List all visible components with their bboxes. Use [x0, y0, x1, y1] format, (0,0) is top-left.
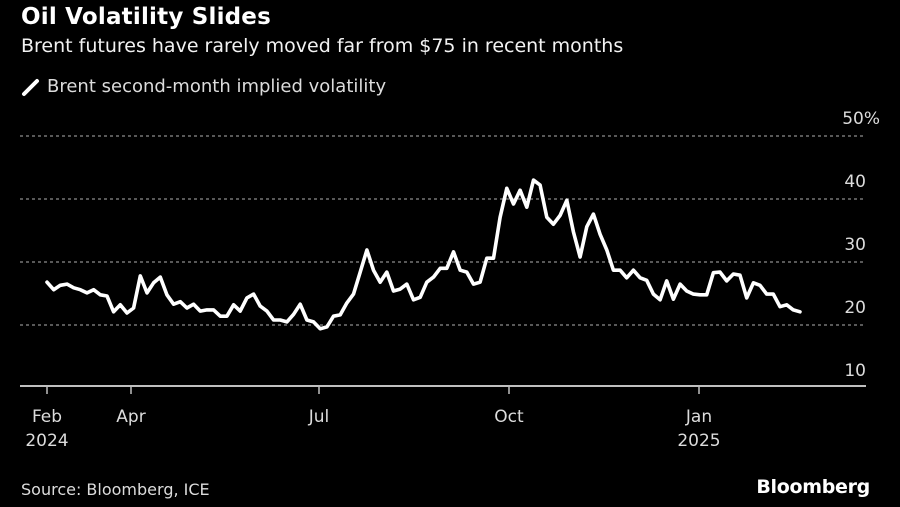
- chart-subtitle: Brent futures have rarely moved far from…: [21, 35, 624, 57]
- source-note: Source: Bloomberg, ICE: [21, 480, 210, 499]
- x-tick-label-jan: Jan: [685, 407, 712, 427]
- x-tick-label-oct: Oct: [494, 407, 524, 427]
- chart-title: Oil Volatility Slides: [21, 4, 272, 30]
- bloomberg-logo: Bloomberg: [756, 476, 870, 498]
- x-tick-sublabel-2025: 2025: [677, 431, 720, 451]
- x-tick-sublabel-2024: 2024: [25, 431, 68, 451]
- y-tick-label-30: 30: [844, 235, 866, 255]
- y-tick-label-20: 20: [844, 298, 866, 318]
- y-axis-labels: 10 20 30 40 50%: [842, 109, 880, 381]
- y-tick-label-50: 50%: [842, 109, 880, 129]
- x-tick-label-jul: Jul: [308, 407, 330, 427]
- gridlines: [20, 135, 866, 326]
- x-axis-ticks: Feb 2024 Apr Jul Oct Jan 2025: [25, 386, 721, 451]
- legend-label: Brent second-month implied volatility: [47, 76, 387, 97]
- slash-line-icon: [21, 77, 41, 97]
- x-tick-label-feb: Feb: [32, 407, 62, 427]
- legend: Brent second-month implied volatility: [21, 76, 386, 97]
- x-tick-label-apr: Apr: [116, 407, 145, 427]
- y-tick-label-40: 40: [844, 172, 866, 192]
- series-line-brent-implied-volatility: [45, 178, 802, 331]
- y-tick-label-10: 10: [844, 361, 866, 381]
